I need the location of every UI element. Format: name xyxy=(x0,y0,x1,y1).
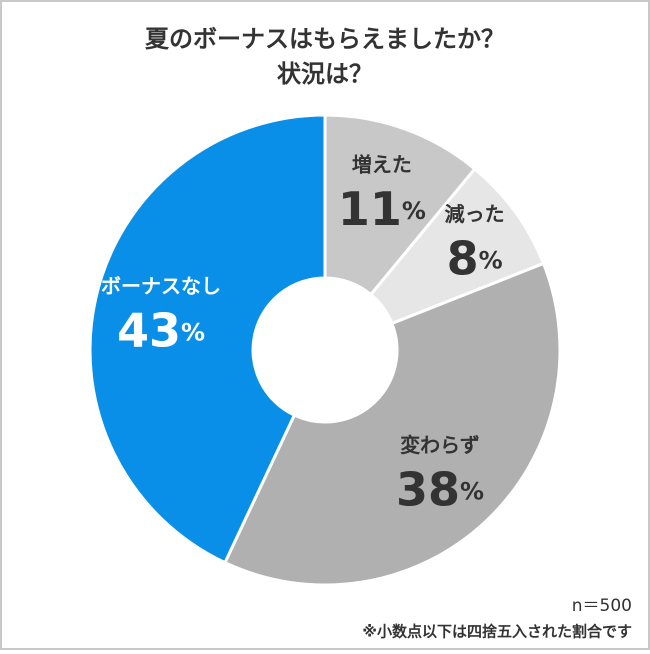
slice-value-label: 8% xyxy=(447,231,503,285)
donut-slice xyxy=(88,113,327,565)
slice-value-label: 43% xyxy=(117,303,205,357)
slice-label: 減った xyxy=(445,202,505,226)
chart-title: 状況は？ xyxy=(277,60,373,88)
slice-value-label: 11% xyxy=(338,181,426,235)
sample-size-note: n＝500 xyxy=(572,596,632,616)
donut-slice xyxy=(222,261,562,587)
rounding-note: ※小数点以下は四捨五入された割合です xyxy=(362,623,632,641)
chart-title: 夏のボーナスはもらえましたか？ xyxy=(145,25,505,53)
slice-value-label: 38% xyxy=(396,462,484,516)
donut-slice xyxy=(323,113,477,297)
slice-label: ボーナスなし xyxy=(101,274,221,298)
slice-label: 変わらず xyxy=(400,433,480,457)
slice-label: 増えた xyxy=(352,152,412,176)
